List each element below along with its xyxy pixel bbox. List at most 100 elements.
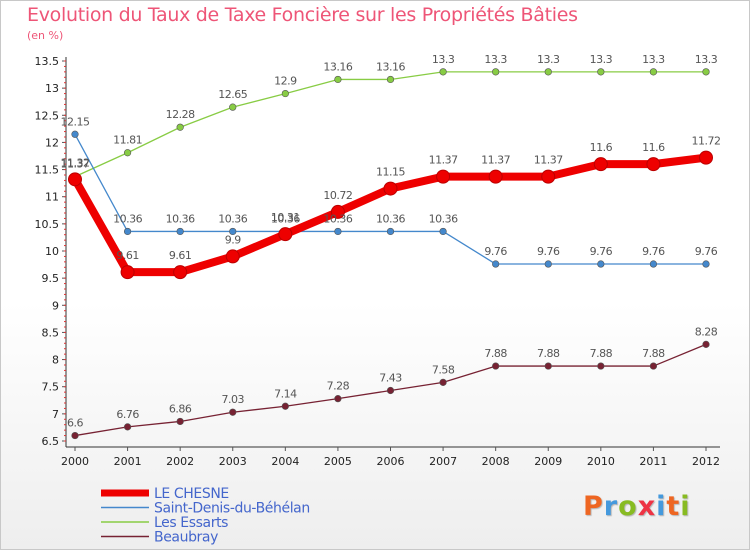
x-tick-label: 2006 [377, 455, 405, 468]
logo-letter: x [637, 491, 657, 522]
y-tick-label: 11 [45, 191, 59, 204]
data-point [699, 150, 713, 165]
x-tick-label: 2002 [166, 455, 194, 468]
data-point [544, 260, 552, 268]
data-label: 11.37 [481, 154, 510, 167]
data-point [492, 362, 500, 370]
data-label: 11.37 [534, 154, 563, 167]
data-point [544, 68, 552, 76]
x-tick-label: 2007 [429, 455, 457, 468]
data-point [229, 103, 237, 111]
y-tick-label: 9 [52, 299, 59, 312]
logo-letter: i [680, 491, 691, 522]
data-label: 7.88 [590, 347, 613, 360]
data-point [544, 362, 552, 370]
data-point [597, 362, 605, 370]
data-point [492, 68, 500, 76]
data-label: 7.28 [327, 380, 350, 393]
data-point [386, 75, 395, 84]
data-point [439, 378, 447, 386]
y-tick-label: 12.5 [35, 109, 60, 122]
data-label: 13.3 [695, 53, 718, 66]
series-layer [68, 68, 713, 440]
data-label: 10.36 [376, 212, 405, 225]
data-label: 10.36 [166, 212, 195, 225]
x-tick-label: 2001 [114, 455, 142, 468]
data-label: 13.3 [537, 53, 560, 66]
data-point [488, 169, 503, 184]
data-point [334, 75, 342, 84]
y-tick-label: 9.5 [42, 272, 60, 285]
data-point [123, 423, 132, 431]
data-label: 7.88 [642, 347, 665, 360]
chart-title: Evolution du Taux de Taxe Foncière sur l… [27, 4, 578, 26]
data-point [176, 417, 184, 426]
data-label: 11.32 [61, 156, 90, 169]
data-label: 7.43 [379, 372, 402, 385]
x-tick-label: 2003 [219, 455, 247, 468]
y-tick-label: 10.5 [35, 218, 60, 231]
data-point [68, 172, 82, 187]
data-point [229, 227, 237, 236]
data-point [330, 204, 345, 219]
data-label: 10.36 [429, 212, 458, 225]
data-label: 6.86 [169, 402, 192, 415]
logo-letter: t [666, 491, 681, 522]
data-point [278, 227, 293, 242]
data-label: 11.72 [692, 135, 721, 148]
data-label: 6.76 [116, 408, 139, 421]
data-label: 9.76 [537, 245, 560, 258]
y-tick-label: 13.5 [35, 55, 60, 68]
data-label: 13.16 [376, 60, 405, 73]
y-tick-label: 8 [52, 354, 59, 367]
data-point [439, 68, 447, 76]
data-label: 13.3 [432, 53, 455, 66]
data-label: 9.61 [116, 249, 139, 262]
data-point [123, 227, 132, 236]
y-tick-label: 6.5 [42, 435, 60, 448]
y-tick-label: 10 [45, 245, 59, 258]
data-point [334, 227, 342, 236]
legend-label: Beaubray [154, 530, 218, 546]
data-label: 9.61 [169, 249, 192, 262]
data-point [281, 402, 289, 410]
data-label: 10.31 [271, 211, 300, 224]
data-label: 9.76 [642, 245, 665, 258]
data-label: 7.88 [484, 347, 507, 360]
data-labels: 6.6 6.76 6.86 7.03 7.14 7.28 7.43 7.58 7.88 7.88 7… [61, 53, 722, 430]
data-label: 11.37 [61, 158, 90, 171]
data-label: 13.16 [323, 60, 352, 73]
data-label: 11.15 [376, 166, 405, 179]
data-label: 10.36 [323, 212, 352, 225]
data-point [386, 386, 395, 395]
data-label: 7.88 [537, 347, 560, 360]
y-tick-label: 13 [45, 82, 59, 95]
data-label: 10.36 [271, 212, 300, 225]
data-point [386, 227, 395, 236]
data-label: 11.81 [113, 134, 142, 147]
data-point [646, 157, 661, 172]
legend-label: LE CHESNE [154, 486, 229, 502]
y-tick-label: 12 [45, 136, 59, 149]
data-label: 10.72 [323, 189, 352, 202]
data-point [597, 68, 605, 76]
data-label: 11.37 [429, 154, 458, 167]
data-point [702, 340, 710, 348]
data-label: 10.36 [218, 212, 247, 225]
logo-letter: i [656, 491, 667, 522]
data-label: 10.36 [113, 212, 142, 225]
data-point [123, 149, 132, 157]
y-tick-label: 7 [52, 408, 59, 421]
x-tick-label: 2010 [587, 455, 615, 468]
data-label: 12.9 [274, 75, 297, 88]
x-tick-label: 2005 [324, 455, 352, 468]
data-point [71, 431, 79, 440]
data-point [176, 227, 184, 236]
x-tick-label: 2009 [534, 455, 562, 468]
data-point [492, 260, 500, 268]
x-tick-label: 2011 [639, 455, 667, 468]
y-tick-label: 11.5 [35, 164, 60, 177]
data-label: 8.28 [695, 325, 718, 338]
